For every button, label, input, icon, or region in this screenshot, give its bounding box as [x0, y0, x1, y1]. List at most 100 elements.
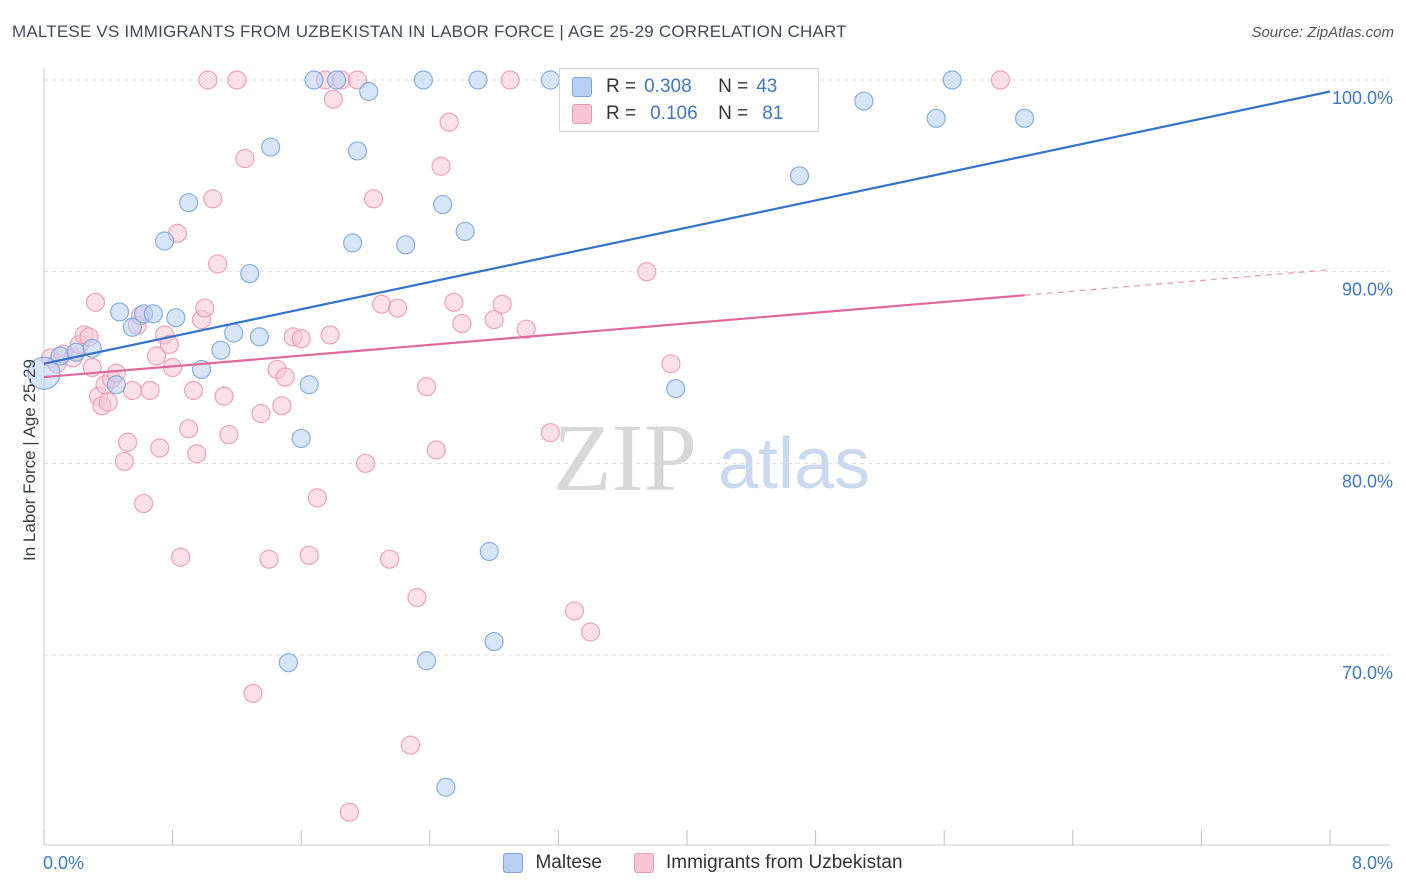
- uzbekistan-point: [299, 545, 319, 565]
- uzbekistan-point: [307, 488, 327, 508]
- uzbekistan-point: [388, 298, 408, 318]
- legend-item-uzbekistan: Immigrants from Uzbekistan: [634, 852, 903, 874]
- uzbekistan-point: [580, 622, 601, 642]
- uzbekistan-point: [492, 294, 512, 314]
- maltese-point: [666, 378, 686, 399]
- maltese-trend-line: [43, 90, 1331, 365]
- uzbekistan-point: [243, 683, 263, 703]
- maltese-point: [122, 317, 143, 337]
- uzbekistan-point: [347, 70, 368, 90]
- maltese-point: [211, 340, 231, 360]
- uzbekistan-point: [500, 70, 520, 90]
- maltese-point: [789, 166, 810, 186]
- uzbekistan-point: [661, 354, 681, 374]
- watermark-zip: ZIP: [553, 404, 697, 511]
- maltese-point: [396, 235, 416, 255]
- trend-lines: [43, 90, 1331, 379]
- legend-swatch-maltese: [503, 853, 524, 873]
- maltese-point: [326, 70, 347, 90]
- uzbekistan-point: [291, 329, 311, 349]
- watermark: ZIP atlas: [553, 404, 870, 511]
- maltese-point: [479, 541, 499, 562]
- uzbekistan-point: [444, 292, 464, 312]
- maltese-point: [347, 141, 368, 161]
- source-credit: Source: ZipAtlas.com: [1251, 24, 1394, 41]
- uzbekistan-point: [219, 424, 239, 445]
- uzbekistan-point: [122, 380, 143, 401]
- y-tick-label: 100.0%: [1332, 88, 1393, 108]
- uzbekistan-point: [407, 587, 427, 608]
- uzbekistan-point: [452, 313, 472, 334]
- uzbekistan-point: [259, 549, 279, 569]
- legend-swatch-uzbekistan: [634, 853, 654, 873]
- legend-swatch-uzbekistan: [572, 104, 592, 124]
- legend-label-uzbekistan: Immigrants from Uzbekistan: [666, 852, 903, 873]
- maltese-point: [359, 81, 379, 102]
- axes: [43, 68, 1390, 846]
- uzbekistan-point: [146, 346, 167, 366]
- maltese-point: [436, 777, 456, 797]
- uzbekistan-point: [564, 601, 585, 621]
- maltese-point: [1014, 108, 1035, 128]
- uzbekistan-point: [214, 386, 234, 406]
- maltese-point: [224, 323, 244, 343]
- uzbekistan-point: [416, 377, 437, 397]
- x-tick-label: 0.0%: [43, 853, 84, 873]
- maltese-point: [261, 137, 281, 157]
- uzbekistan-point: [150, 438, 170, 458]
- uzbekistan-point: [208, 254, 228, 274]
- uzbekistan-point: [400, 735, 421, 755]
- legend-n-label: N =: [718, 76, 749, 97]
- legend-row-uzbekistan: R = 0.106 N = 81: [572, 101, 783, 127]
- uzbekistan-point: [380, 549, 400, 569]
- uzbekistan-point: [187, 444, 207, 464]
- uzbekistan-point: [272, 396, 292, 416]
- maltese-point: [854, 91, 874, 111]
- uzbekistan-point: [171, 547, 191, 567]
- maltese-point: [154, 231, 175, 251]
- maltese-point: [304, 70, 324, 90]
- x-tick-labels: 0.0% 8.0%: [43, 853, 1393, 873]
- maltese-point: [926, 108, 946, 128]
- uzbekistan-trend-line: [43, 294, 1025, 379]
- uzbekistan-point: [320, 325, 340, 345]
- maltese-point: [106, 375, 126, 395]
- maltese-point: [413, 70, 433, 90]
- maltese-point: [240, 263, 260, 284]
- uzbekistan-point: [431, 156, 451, 176]
- uzbekistan-point: [251, 403, 271, 424]
- maltese-point: [299, 375, 319, 395]
- uzbekistan-point: [203, 189, 223, 209]
- uzbekistan-point: [484, 309, 504, 330]
- uzbekistan-point: [179, 419, 199, 439]
- maltese-point: [540, 70, 560, 90]
- legend-row-maltese: R = 0.308 N = 43: [572, 74, 777, 100]
- uzbekistan-point: [637, 262, 657, 282]
- uzbekistan-point: [134, 493, 154, 514]
- uzbekistan-point: [98, 392, 118, 412]
- maltese-point: [942, 70, 962, 90]
- uzbekistan-point: [371, 294, 392, 314]
- y-tick-labels: 70.0% 80.0% 90.0% 100.0%: [1332, 88, 1393, 683]
- uzbekistan-point: [990, 70, 1011, 90]
- chart-title: MALTESE VS IMMIGRANTS FROM UZBEKISTAN IN…: [12, 22, 847, 41]
- grid-lines: [44, 79, 1390, 656]
- uzbekistan-point: [114, 451, 134, 472]
- maltese-point: [143, 304, 163, 324]
- legend-label-maltese: Maltese: [535, 852, 602, 873]
- maltese-point: [468, 70, 488, 90]
- uzbekistan-point: [339, 802, 360, 822]
- uzbekistan-point: [540, 423, 560, 443]
- legend-n-label: N =: [718, 103, 749, 124]
- uzbekistan-point: [183, 380, 204, 401]
- y-tick-label: 70.0%: [1342, 663, 1393, 683]
- uzbekistan-point: [235, 148, 255, 169]
- legend-r-label: R =: [606, 103, 637, 124]
- maltese-point: [343, 233, 363, 253]
- maltese-point: [416, 651, 437, 671]
- legend-n-value-maltese: 43: [756, 76, 778, 97]
- maltese-point: [433, 194, 453, 215]
- x-tick-label: 8.0%: [1352, 853, 1393, 873]
- uzbekistan-point: [195, 298, 215, 318]
